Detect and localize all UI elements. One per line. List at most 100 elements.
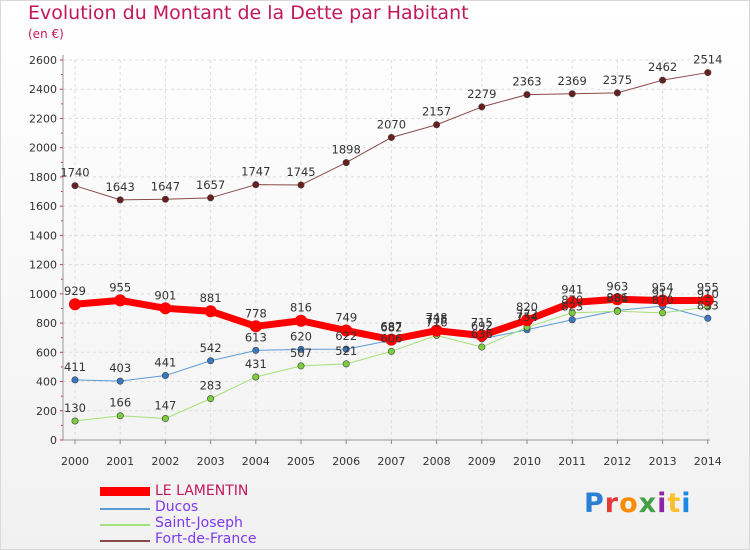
x-tick-label: 2012 <box>603 455 631 468</box>
data-point-le-lamentin <box>295 314 307 327</box>
data-label-le-lamentin: 929 <box>64 284 86 298</box>
data-label-ducos: 735 <box>426 313 448 327</box>
data-label-fort-de-france: 2363 <box>512 75 541 89</box>
data-point-fort-de-france <box>207 194 215 202</box>
data-point-le-lamentin <box>521 314 533 327</box>
y-tick-label: 0 <box>50 434 57 447</box>
y-tick-label: 1000 <box>29 288 57 301</box>
data-point-ducos <box>568 316 576 324</box>
data-label-saint-joseph: 716 <box>426 315 448 329</box>
legend-swatch <box>100 508 150 510</box>
y-tick-label: 2400 <box>29 83 57 96</box>
data-point-fort-de-france <box>568 90 576 98</box>
x-tick-label: 2000 <box>61 455 89 468</box>
data-label-ducos: 754 <box>516 310 538 324</box>
data-label-fort-de-france: 1643 <box>106 180 135 194</box>
x-tick-label: 2003 <box>197 455 225 468</box>
logo-letter: i <box>681 488 692 519</box>
data-label-saint-joseph: 772 <box>516 307 538 321</box>
data-label-saint-joseph: 881 <box>606 291 628 305</box>
data-point-le-lamentin <box>430 324 443 337</box>
data-label-saint-joseph: 606 <box>380 331 402 345</box>
data-point-le-lamentin <box>249 320 262 333</box>
data-label-ducos: 441 <box>154 356 176 370</box>
data-label-le-lamentin: 748 <box>426 311 448 325</box>
data-point-fort-de-france <box>71 182 79 190</box>
y-tick-label: 600 <box>36 346 57 359</box>
data-label-ducos: 542 <box>200 341 222 355</box>
x-tick-label: 2005 <box>287 455 315 468</box>
data-point-fort-de-france <box>161 195 169 203</box>
data-point-le-lamentin <box>566 296 579 309</box>
data-point-saint-joseph <box>342 360 350 368</box>
data-label-fort-de-france: 2514 <box>693 53 722 67</box>
y-tick-label: 1600 <box>29 200 57 213</box>
data-point-ducos <box>342 345 350 353</box>
logo-letter: t <box>667 488 682 519</box>
data-point-saint-joseph <box>568 309 576 317</box>
y-tick-label: 800 <box>36 317 57 330</box>
data-label-ducos: 682 <box>380 320 402 334</box>
axes: 0 200 400 600 800 1000 1200 1400 1600 1800 2000 220… <box>29 54 722 468</box>
data-label-le-lamentin: 715 <box>471 316 493 330</box>
x-tick-label: 2010 <box>513 455 541 468</box>
data-label-fort-de-france: 2462 <box>648 60 677 74</box>
data-labels: 1740 1643 1647 1657 1747 1745 1898 2070 2157 2279… <box>60 53 722 415</box>
y-tick-label: 1800 <box>29 171 57 184</box>
data-label-saint-joseph: 870 <box>561 293 583 307</box>
data-point-fort-de-france <box>342 159 350 167</box>
data-point-le-lamentin <box>701 294 714 307</box>
data-point-saint-joseph <box>387 347 395 355</box>
data-point-fort-de-france <box>252 181 260 189</box>
x-tick-label: 2014 <box>694 455 722 468</box>
x-tick-label: 2008 <box>423 455 451 468</box>
data-point-fort-de-france <box>387 133 395 141</box>
data-point-ducos <box>161 372 169 380</box>
data-point-fort-de-france <box>523 91 531 99</box>
logo-letter: r <box>604 488 620 519</box>
data-label-ducos: 886 <box>606 291 628 305</box>
data-label-fort-de-france: 1898 <box>332 143 361 157</box>
data-label-saint-joseph: 166 <box>109 396 131 410</box>
x-tick-label: 2009 <box>468 455 496 468</box>
data-point-ducos <box>704 314 712 322</box>
data-label-le-lamentin: 749 <box>335 311 357 325</box>
data-label-le-lamentin: 816 <box>290 301 312 315</box>
data-point-fort-de-france <box>433 121 441 129</box>
data-label-fort-de-france: 2279 <box>467 87 496 101</box>
data-point-ducos <box>71 376 79 384</box>
chart-title: Evolution du Montant de la Dette par Hab… <box>28 2 469 24</box>
data-label-saint-joseph: 130 <box>64 401 86 415</box>
x-tick-label: 2011 <box>558 455 586 468</box>
data-point-fort-de-france <box>659 76 667 84</box>
data-point-saint-joseph <box>478 343 486 351</box>
data-label-ducos: 692 <box>471 319 493 333</box>
data-label-saint-joseph: 507 <box>290 346 312 360</box>
data-point-le-lamentin <box>204 305 217 318</box>
data-point-saint-joseph <box>252 373 260 381</box>
data-label-fort-de-france: 2375 <box>603 73 632 87</box>
data-point-saint-joseph <box>297 362 305 370</box>
legend-swatch <box>100 524 150 526</box>
data-point-le-lamentin <box>69 298 81 311</box>
data-label-fort-de-france: 2157 <box>422 105 451 119</box>
data-point-fort-de-france <box>478 103 486 111</box>
data-point-le-lamentin <box>159 302 172 315</box>
data-label-le-lamentin: 901 <box>154 288 176 302</box>
data-label-ducos: 613 <box>245 330 267 344</box>
data-label-ducos: 833 <box>697 298 719 312</box>
data-label-ducos: 823 <box>561 300 583 314</box>
proxiti-logo: Proxiti <box>584 488 692 519</box>
data-label-le-lamentin: 778 <box>245 306 267 320</box>
y-tick-label: 1200 <box>29 259 57 272</box>
data-point-le-lamentin <box>340 324 353 337</box>
x-tick-label: 2004 <box>242 455 270 468</box>
data-point-le-lamentin <box>475 329 488 342</box>
data-label-le-lamentin: 687 <box>380 320 402 334</box>
data-label-saint-joseph: 431 <box>245 357 267 371</box>
data-point-ducos <box>116 377 124 385</box>
data-point-ducos <box>252 346 260 354</box>
data-point-saint-joseph <box>116 412 124 420</box>
legend-swatch <box>100 540 150 542</box>
